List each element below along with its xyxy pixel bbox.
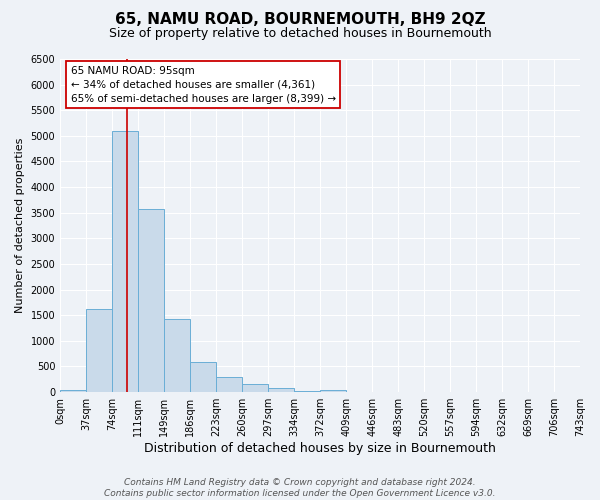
Bar (60, 390, 86, 392)
Bar (86, 309, 112, 392)
Text: Contains HM Land Registry data © Crown copyright and database right 2024.
Contai: Contains HM Land Registry data © Crown c… (104, 478, 496, 498)
Bar (216, 377, 242, 392)
Bar (294, 390, 320, 392)
Y-axis label: Number of detached properties: Number of detached properties (15, 138, 25, 313)
Bar (112, 130, 138, 392)
Bar (268, 388, 294, 392)
Bar (190, 362, 216, 392)
Text: 65 NAMU ROAD: 95sqm
← 34% of detached houses are smaller (4,361)
65% of semi-det: 65 NAMU ROAD: 95sqm ← 34% of detached ho… (71, 66, 335, 104)
Text: 65, NAMU ROAD, BOURNEMOUTH, BH9 2QZ: 65, NAMU ROAD, BOURNEMOUTH, BH9 2QZ (115, 12, 485, 28)
Bar (320, 390, 346, 392)
X-axis label: Distribution of detached houses by size in Bournemouth: Distribution of detached houses by size … (144, 442, 496, 455)
Bar (164, 320, 190, 392)
Bar (138, 208, 164, 392)
Bar (242, 384, 268, 392)
Text: Size of property relative to detached houses in Bournemouth: Size of property relative to detached ho… (109, 28, 491, 40)
